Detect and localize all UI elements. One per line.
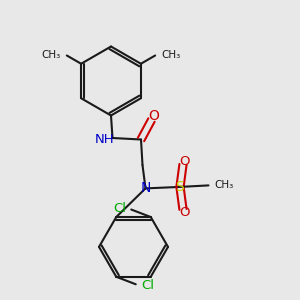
Text: N: N: [140, 182, 151, 195]
Text: S: S: [176, 180, 184, 194]
Text: O: O: [148, 110, 159, 123]
Text: CH₃: CH₃: [162, 50, 181, 60]
Text: O: O: [179, 206, 190, 219]
Text: Cl: Cl: [113, 202, 126, 214]
Text: NH: NH: [95, 133, 115, 146]
Text: CH₃: CH₃: [214, 180, 234, 190]
Text: Cl: Cl: [141, 279, 154, 292]
Text: CH₃: CH₃: [41, 50, 60, 60]
Text: O: O: [179, 155, 190, 168]
